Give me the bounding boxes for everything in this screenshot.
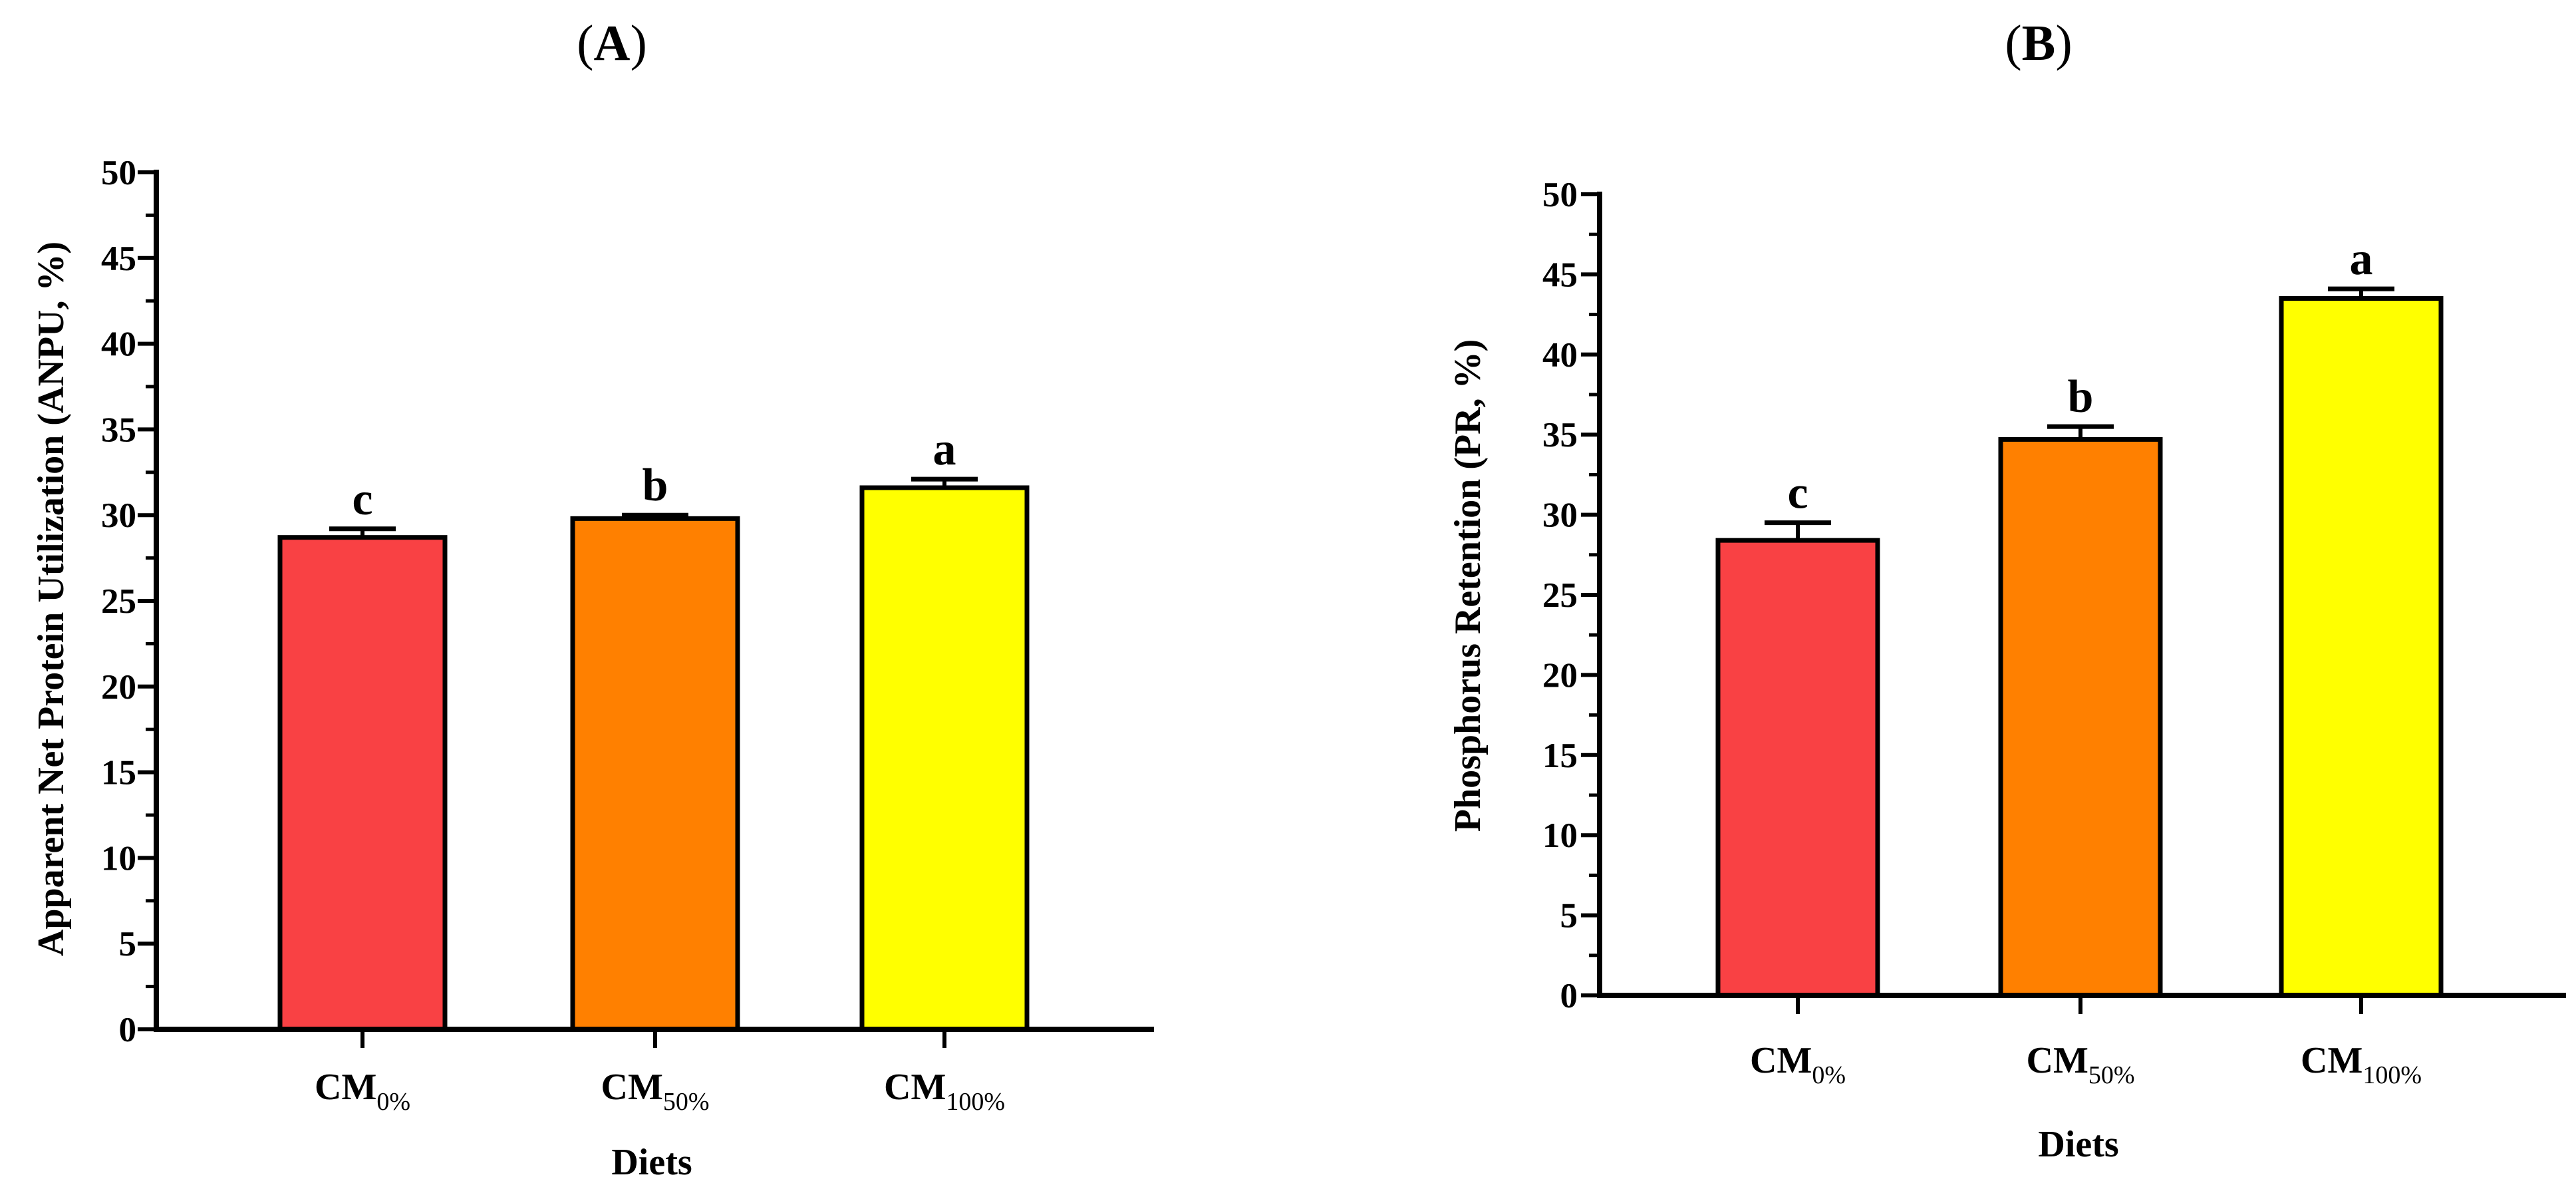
- x-tick-label-base: CM: [2027, 1040, 2088, 1081]
- panel-title-part: ): [2055, 15, 2072, 71]
- y-tick-label: 10: [1542, 816, 1578, 855]
- x-tick-label-base: CM: [2301, 1040, 2362, 1081]
- x-tick-label-base: CM: [884, 1067, 946, 1108]
- y-axis-label: Apparent Net Protein Utilization (ANPU, …: [31, 242, 72, 956]
- significance-letter: c: [352, 474, 372, 525]
- y-tick-label: 15: [101, 754, 136, 792]
- x-tick-label: CM0%: [315, 1067, 410, 1116]
- x-tick-label: CM100%: [2301, 1040, 2422, 1089]
- x-axis-label: Diets: [2038, 1124, 2118, 1165]
- x-tick-label-subscript: 50%: [663, 1088, 710, 1116]
- y-tick-label: 10: [101, 839, 136, 878]
- y-tick-label: 45: [101, 240, 136, 278]
- x-tick-label-subscript: 0%: [376, 1088, 410, 1116]
- y-tick-label: 25: [1542, 576, 1578, 615]
- y-tick-label: 40: [101, 325, 136, 364]
- y-tick-label: 30: [101, 496, 136, 535]
- x-tick-label: CM100%: [884, 1067, 1005, 1116]
- panel-title-part: ): [630, 15, 646, 71]
- y-tick-label: 35: [101, 411, 136, 449]
- panel-title-part: (: [2005, 15, 2021, 71]
- y-tick-label: 25: [101, 582, 136, 621]
- x-tick-label-subscript: 0%: [1812, 1061, 1846, 1089]
- bar: [570, 516, 740, 1032]
- x-tick-label: CM0%: [1750, 1040, 1846, 1089]
- bar: [859, 485, 1030, 1032]
- y-tick-label: 5: [119, 925, 137, 963]
- x-tick-label: CM50%: [601, 1067, 710, 1116]
- y-tick-label: 20: [1542, 656, 1578, 695]
- y-tick-label: 50: [101, 154, 136, 192]
- y-tick-label: 40: [1542, 336, 1578, 375]
- significance-letter: b: [2068, 371, 2094, 423]
- panel-title: (A): [577, 15, 647, 71]
- x-tick-label-subscript: 50%: [2088, 1061, 2135, 1089]
- y-tick-label: 35: [1542, 416, 1578, 454]
- bar: [277, 535, 448, 1032]
- y-tick-label: 0: [1560, 977, 1578, 1015]
- y-tick-label: 30: [1542, 496, 1578, 535]
- significance-letter: a: [933, 424, 956, 475]
- x-tick-label-base: CM: [1750, 1040, 1812, 1081]
- panel-a: (A) Apparent Net Protein Utilization (AN…: [31, 15, 1154, 1183]
- panel-title-part: B: [2022, 15, 2056, 71]
- bar: [1715, 538, 1880, 998]
- x-tick-label-base: CM: [315, 1067, 376, 1108]
- x-tick-label-subscript: 100%: [946, 1088, 1005, 1116]
- x-axis-label: Diets: [611, 1142, 692, 1183]
- significance-letter: b: [643, 460, 668, 511]
- y-tick-label: 45: [1542, 256, 1578, 294]
- x-tick-label: CM50%: [2027, 1040, 2135, 1089]
- x-tick-label-base: CM: [601, 1067, 663, 1108]
- y-tick-label: 0: [119, 1011, 137, 1049]
- panel-title-part: (: [577, 15, 593, 71]
- y-axis-label: Phosphorus Retention (PR, %): [1447, 339, 1489, 832]
- y-tick-label: 50: [1542, 176, 1578, 214]
- significance-letter: a: [2350, 234, 2373, 285]
- panel-b: (B) Phosphorus Retention (PR, %) Diets c…: [1447, 15, 2566, 1165]
- y-tick-label: 20: [101, 668, 136, 707]
- significance-letter: c: [1787, 468, 1808, 519]
- y-tick-label: 5: [1560, 897, 1578, 936]
- panel-title: (B): [2005, 15, 2072, 71]
- panel-title-part: A: [594, 15, 631, 71]
- y-tick-label: 15: [1542, 737, 1578, 775]
- x-tick-label-subscript: 100%: [2362, 1061, 2422, 1089]
- bar: [1998, 436, 2163, 998]
- bar: [2279, 296, 2444, 998]
